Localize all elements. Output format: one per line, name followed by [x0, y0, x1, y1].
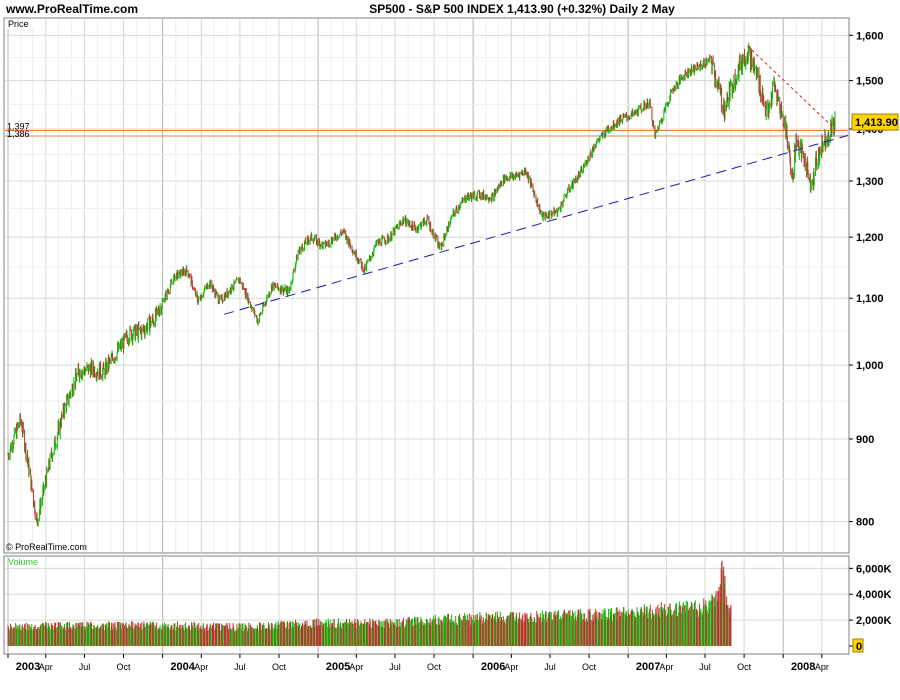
x-tick-label: Apr	[659, 662, 673, 672]
y-tick-label: 1,200	[856, 232, 884, 244]
x-tick-label: Jul	[234, 662, 246, 672]
price-panel: 8009001,0001,1001,2001,3001,4001,5001,60…	[3, 17, 899, 554]
last-price-label: 1,413.90	[855, 117, 898, 129]
x-tick-label: Apr	[194, 662, 208, 672]
x-tick-label: Apr	[39, 662, 53, 672]
price-panel-label: Price	[8, 19, 29, 29]
x-tick-label: Jul	[544, 662, 556, 672]
x-tick-label: Jul	[79, 662, 91, 672]
y-tick-label: 1,300	[856, 176, 884, 188]
x-tick-label: 2005	[326, 661, 350, 673]
vol-tick-label: 4,000K	[856, 589, 892, 601]
watermark: © ProRealTime.com	[6, 542, 87, 552]
y-tick-label: 900	[856, 434, 874, 446]
x-tick-label: 2007	[636, 661, 660, 673]
vol-tick-label: 0	[856, 641, 862, 653]
x-tick-label: Jul	[699, 662, 711, 672]
resistance-trendline	[747, 45, 836, 130]
y-tick-label: 800	[856, 517, 874, 529]
x-tick-label: 2004	[170, 661, 195, 673]
site-url[interactable]: www.ProRealTime.com	[5, 2, 138, 16]
price-panel-frame	[3, 17, 850, 554]
last-price-box	[851, 113, 899, 131]
price-candles	[7, 42, 836, 527]
volume-panel: 0 2,000K 4,000K 6,000K Volume	[3, 555, 892, 655]
y-tick-label: 1,100	[856, 293, 884, 305]
price-label-bg	[5, 19, 35, 29]
y-tick-label: 1,500	[856, 76, 884, 88]
volume-bars	[7, 560, 732, 646]
y-tick-label: 1,000	[856, 360, 884, 372]
support-trendline	[224, 134, 849, 315]
x-tick-label: Apr	[349, 662, 363, 672]
level-label: 1,386	[7, 129, 30, 139]
y-tick-label: 1,600	[856, 30, 884, 42]
volume-y-axis: 0 2,000K 4,000K 6,000K	[849, 563, 892, 653]
vol-tick-label: 6,000K	[856, 563, 892, 575]
vol-tick-label: 2,000K	[856, 615, 892, 627]
x-tick-label: 2008	[791, 661, 815, 673]
trendlines	[224, 45, 849, 315]
last-price-tag: 1,413.90	[851, 113, 899, 131]
x-tick-label: Oct	[582, 662, 597, 672]
x-tick-label: Oct	[737, 662, 752, 672]
x-tick-label: Apr	[815, 662, 829, 672]
level-label: 1,397	[7, 122, 30, 132]
vol-zero-box	[852, 638, 864, 653]
volume-panel-label: Volume	[8, 557, 38, 567]
chart-title: SP500 - S&P 500 INDEX 1,413.90 (+0.32%) …	[369, 2, 675, 16]
x-tick-label: 2003	[16, 661, 40, 673]
x-tick-label: Oct	[272, 662, 287, 672]
x-tick-label: Apr	[504, 662, 518, 672]
price-grid	[5, 19, 848, 552]
x-tick-label: Oct	[117, 662, 132, 672]
x-tick-label: 2006	[481, 661, 505, 673]
x-tick-label: Oct	[427, 662, 442, 672]
x-tick-label: Jul	[389, 662, 401, 672]
